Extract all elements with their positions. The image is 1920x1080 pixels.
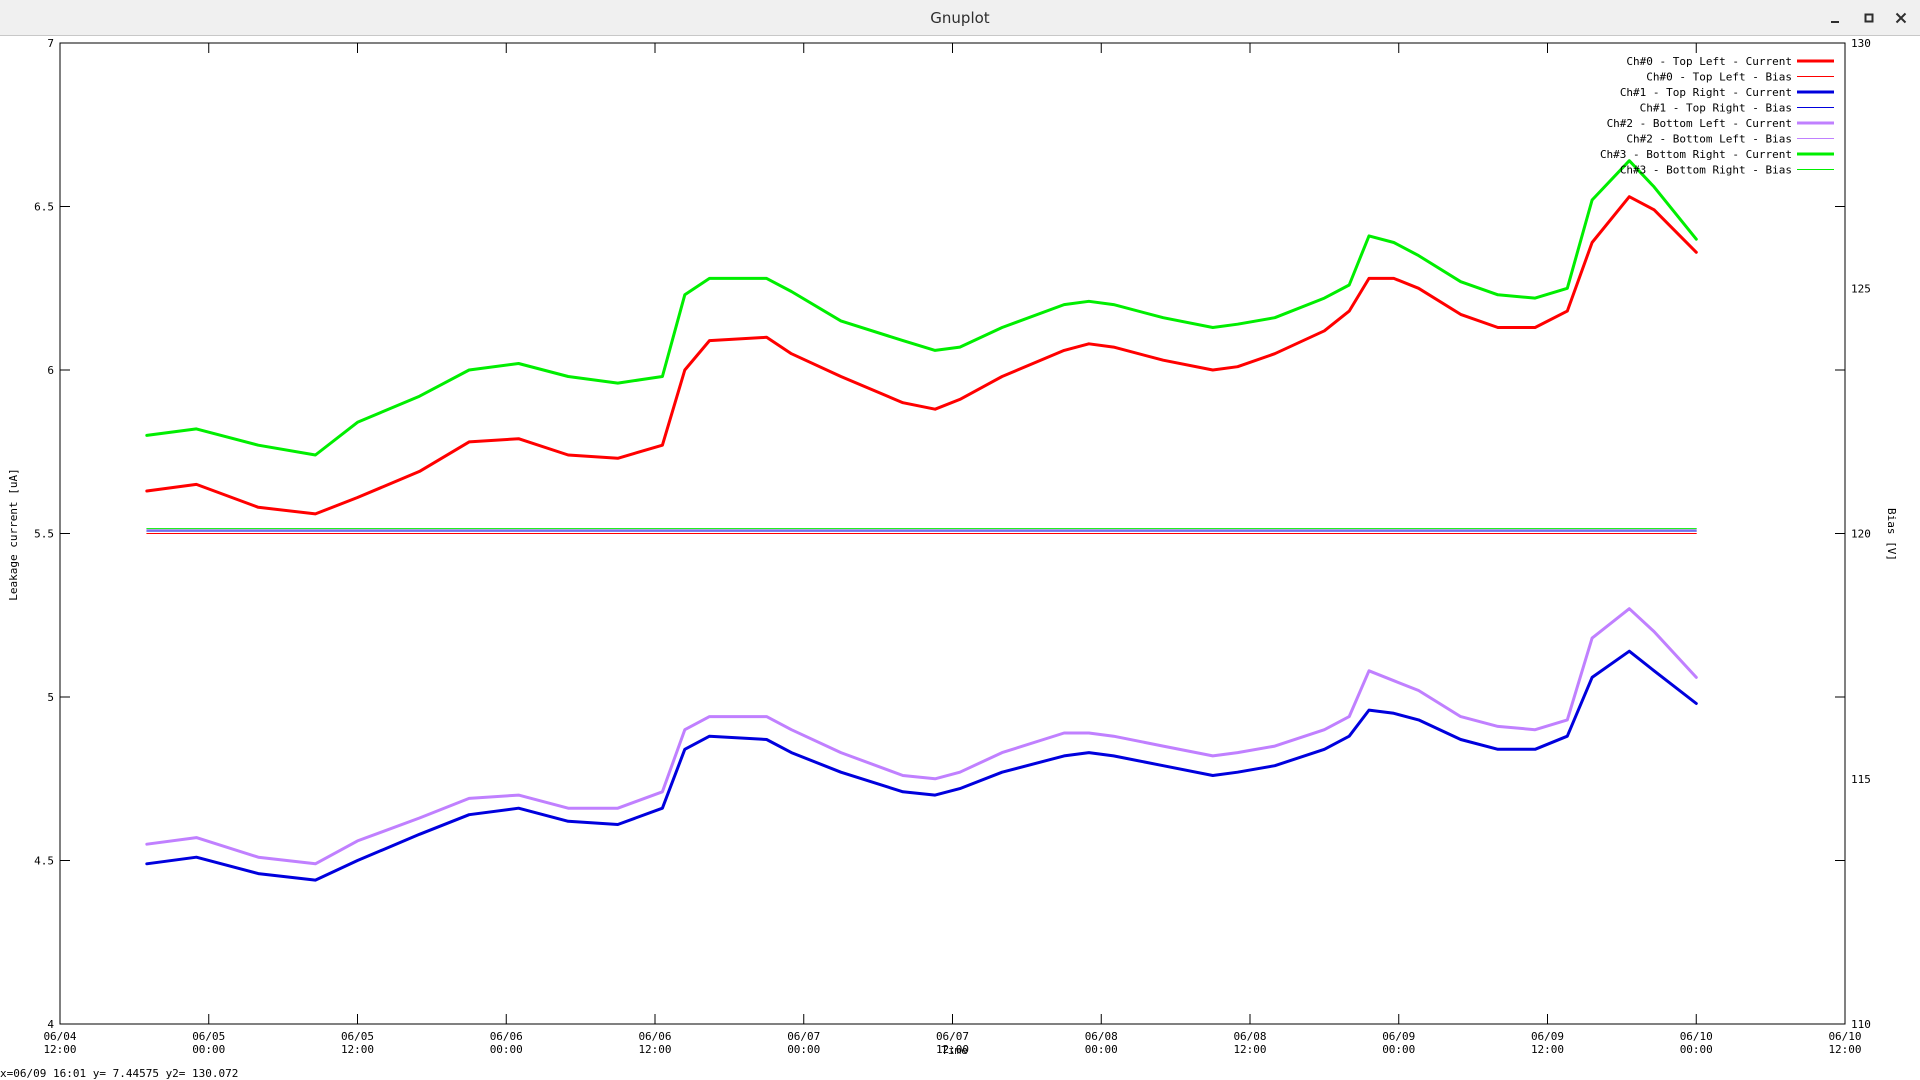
x-tick-label: 00:00 (787, 1043, 820, 1056)
x-axis-label: Time (941, 1044, 968, 1057)
x-tick-label: 06/06 (490, 1030, 523, 1043)
x-tick-label: 06/08 (1085, 1030, 1118, 1043)
window-titlebar: Gnuplot (0, 0, 1920, 36)
series-line-4 (145, 607, 1698, 866)
x-tick-label: 06/08 (1233, 1030, 1266, 1043)
x-tick-label: 06/07 (787, 1030, 820, 1043)
y2-tick-label: 125 (1851, 282, 1871, 295)
cursor-status-readout: x=06/09 16:01 y= 7.44575 y2= 130.072 (0, 1067, 239, 1080)
legend-entry-label: Ch#0 - Top Left - Current (1626, 55, 1792, 68)
y2-tick-label: 110 (1851, 1018, 1871, 1031)
y-tick-label: 5.5 (34, 528, 54, 541)
chart-canvas[interactable]: 44.555.566.5711011512012513006/0412:0006… (0, 36, 1920, 1066)
x-tick-label: 06/09 (1531, 1030, 1564, 1043)
maximize-button[interactable] (1856, 6, 1882, 30)
x-tick-label: 06/05 (192, 1030, 225, 1043)
minimize-button[interactable] (1822, 6, 1848, 30)
y-tick-label: 6 (47, 364, 54, 377)
series-line-0 (145, 195, 1698, 516)
x-tick-label: 12:00 (638, 1043, 671, 1056)
y-tick-label: 7 (47, 37, 54, 50)
x-tick-label: 12:00 (1233, 1043, 1266, 1056)
x-tick-label: 12:00 (341, 1043, 374, 1056)
series-line-2 (145, 649, 1698, 882)
x-tick-label: 00:00 (490, 1043, 523, 1056)
maximize-icon (1864, 13, 1874, 23)
y-tick-label: 4 (47, 1018, 54, 1031)
x-tick-label: 12:00 (936, 1043, 969, 1056)
x-tick-label: 06/05 (341, 1030, 374, 1043)
y2-axis-label: Bias [V] (1885, 508, 1898, 561)
close-icon (1895, 12, 1907, 24)
minimize-icon (1831, 21, 1839, 23)
x-tick-label: 06/09 (1382, 1030, 1415, 1043)
x-tick-label: 00:00 (1382, 1043, 1415, 1056)
y-tick-label: 4.5 (34, 855, 54, 868)
series-line-6 (145, 159, 1698, 457)
legend-entry-label: Ch#3 - Bottom Right - Bias (1620, 164, 1792, 177)
y-tick-label: 6.5 (34, 201, 54, 214)
x-tick-label: 12:00 (1828, 1043, 1861, 1056)
x-tick-label: 06/06 (638, 1030, 671, 1043)
x-tick-label: 00:00 (1680, 1043, 1713, 1056)
x-tick-label: 12:00 (43, 1043, 76, 1056)
legend-entry-label: Ch#3 - Bottom Right - Current (1600, 148, 1792, 161)
x-tick-label: 06/04 (43, 1030, 76, 1043)
x-tick-label: 06/07 (936, 1030, 969, 1043)
legend-entry-label: Ch#0 - Top Left - Bias (1646, 71, 1792, 84)
y2-tick-label: 115 (1851, 773, 1871, 786)
legend-entry-label: Ch#1 - Top Right - Bias (1640, 102, 1792, 115)
legend-entry-label: Ch#2 - Bottom Left - Bias (1626, 133, 1792, 146)
y2-tick-label: 120 (1851, 528, 1871, 541)
legend-entry-label: Ch#1 - Top Right - Current (1620, 86, 1792, 99)
x-tick-label: 06/10 (1680, 1030, 1713, 1043)
x-tick-label: 00:00 (1085, 1043, 1118, 1056)
y-axis-label: Leakage current [uA] (7, 468, 20, 600)
y-tick-label: 5 (47, 691, 54, 704)
x-tick-label: 06/10 (1828, 1030, 1861, 1043)
window-title: Gnuplot (930, 9, 990, 27)
y2-tick-label: 130 (1851, 37, 1871, 50)
close-button[interactable] (1888, 6, 1914, 30)
x-tick-label: 12:00 (1531, 1043, 1564, 1056)
legend-entry-label: Ch#2 - Bottom Left - Current (1607, 117, 1792, 130)
x-tick-label: 00:00 (192, 1043, 225, 1056)
